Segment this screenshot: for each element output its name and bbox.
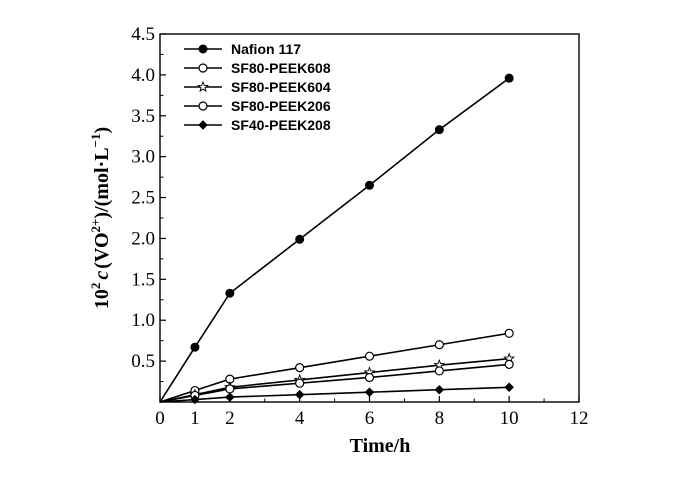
legend-entry: Nafion 117 — [184, 41, 301, 57]
legend-marker — [198, 101, 208, 111]
y-tick-label: 2.0 — [131, 228, 155, 249]
x-tick-label: 8 — [435, 408, 445, 429]
legend-label: SF80-PEEK206 — [231, 98, 331, 114]
data-point — [364, 372, 375, 383]
data-point — [295, 378, 305, 388]
data-point — [504, 382, 514, 393]
legend-entry: SF80-PEEK608 — [184, 60, 331, 76]
data-point — [434, 125, 444, 135]
data-point — [190, 342, 200, 352]
data-point — [365, 180, 374, 190]
legend-label: SF80-PEEK604 — [231, 79, 331, 95]
x-tick-label: 1 — [190, 408, 200, 429]
y-tick-label: 3.5 — [131, 106, 155, 127]
x-tick-label: 6 — [365, 408, 375, 429]
y-tick-label: 4.5 — [131, 24, 155, 45]
data-point — [294, 389, 305, 400]
legend-marker — [197, 80, 209, 93]
y-tick-label: 2.5 — [131, 188, 155, 209]
legend-entry: SF80-PEEK604 — [184, 79, 331, 95]
legend-entry: SF80-PEEK206 — [184, 98, 331, 114]
x-tick-label: 10 — [500, 408, 519, 429]
legend-label: SF40-PEEK208 — [231, 117, 331, 133]
data-point — [364, 351, 375, 361]
legend-entry: SF40-PEEK208 — [184, 117, 331, 133]
data-point — [364, 387, 375, 397]
data-point — [504, 73, 514, 83]
y-axis-label: 102c(VO2+)/(mol·L−1) — [88, 127, 113, 309]
series-5 — [159, 382, 514, 405]
series-1 — [159, 73, 514, 403]
data-point — [434, 340, 444, 350]
y-tick-label: 1.5 — [131, 269, 155, 290]
legend: Nafion 117 SF80-PEEK608 SF80-PEEK604 SF80-P… — [184, 41, 331, 133]
legend-marker — [198, 44, 208, 54]
data-point — [504, 328, 514, 338]
x-tick-label: 2 — [225, 408, 235, 429]
series-line — [159, 363, 510, 403]
data-point — [225, 384, 235, 394]
data-point — [295, 363, 305, 373]
data-point — [434, 366, 444, 376]
y-tick-label: 0.5 — [131, 351, 155, 372]
x-axis-label: Time/h — [350, 435, 411, 457]
data-point — [504, 359, 514, 369]
series-line — [159, 77, 510, 403]
x-tick-label: 0 — [155, 408, 165, 429]
y-tick-label: 3.0 — [131, 147, 155, 168]
legend-marker — [198, 120, 208, 130]
legend-marker — [198, 63, 208, 73]
y-tick-label: 1.0 — [131, 310, 155, 331]
x-tick-label: 12 — [570, 408, 589, 429]
data-point — [434, 384, 445, 395]
y-tick-label: 4.0 — [131, 65, 155, 86]
data-point — [225, 288, 235, 298]
legend-label: SF80-PEEK608 — [231, 60, 331, 76]
plot-frame — [159, 33, 580, 403]
axes: 0 1 2 4 6 8 10 120.51.01.52.02.53.03.54.04.5 — [131, 24, 588, 429]
data-point — [295, 234, 305, 244]
legend-label: Nafion 117 — [231, 41, 301, 57]
data-point — [190, 394, 200, 405]
series-layer — [159, 73, 516, 405]
series-4 — [159, 359, 514, 403]
data-point — [225, 392, 235, 402]
x-tick-label: 4 — [295, 408, 305, 429]
